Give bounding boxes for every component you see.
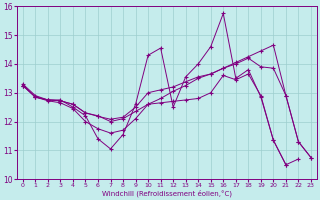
X-axis label: Windchill (Refroidissement éolien,°C): Windchill (Refroidissement éolien,°C) xyxy=(102,190,232,197)
